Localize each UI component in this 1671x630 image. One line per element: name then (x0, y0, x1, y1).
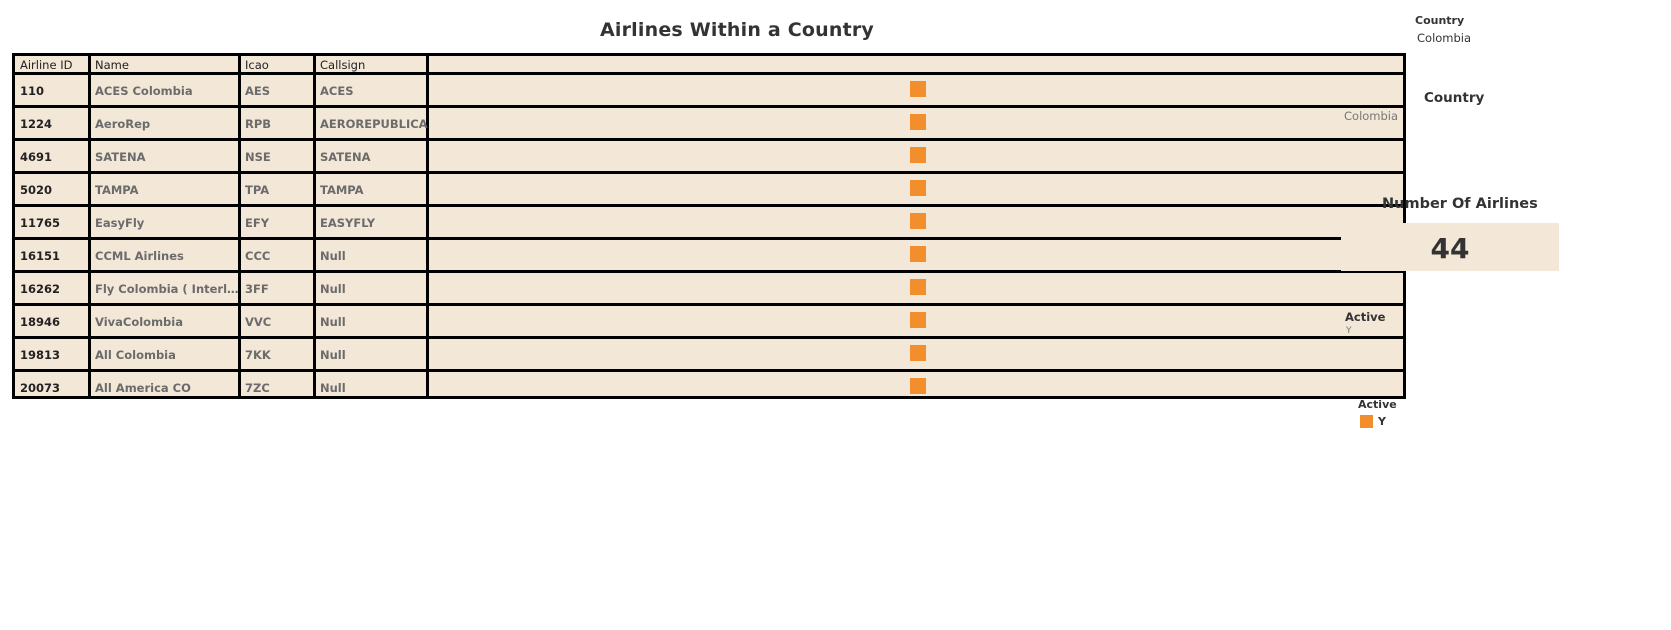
cell-icao: 7KK (245, 348, 271, 362)
active-filter-title: Active (1345, 310, 1386, 324)
column-divider (238, 56, 241, 396)
cell-name: CCML Airlines (95, 249, 184, 263)
country-selector-value[interactable]: Colombia (1344, 109, 1399, 123)
cell-airline-id: 20073 (20, 381, 61, 395)
cell-icao: 7ZC (245, 381, 270, 395)
active-mark[interactable] (910, 279, 926, 295)
cell-icao: EFY (245, 216, 270, 230)
table-row[interactable]: 19813 All Colombia 7KK Null (15, 339, 1403, 372)
cell-name: SATENA (95, 150, 146, 164)
header-callsign[interactable]: Callsign (320, 58, 366, 72)
country-filter-value[interactable]: Colombia (1417, 31, 1472, 45)
cell-airline-id: 110 (20, 84, 45, 98)
cell-icao: TPA (245, 183, 270, 197)
active-mark[interactable] (910, 147, 926, 163)
kpi-card (1341, 223, 1559, 271)
table-row[interactable]: 16262 Fly Colombia ( Interliging .. 3FF Nul… (15, 273, 1403, 306)
active-mark[interactable] (910, 246, 926, 262)
cell-name: All America CO (95, 381, 191, 395)
cell-airline-id: 16151 (20, 249, 61, 263)
cell-callsign: EASYFLY (320, 216, 376, 230)
table-row[interactable]: 18946 VivaColombia VVC Null (15, 306, 1403, 339)
header-name[interactable]: Name (95, 58, 129, 72)
cell-icao: CCC (245, 249, 271, 263)
legend-item-y[interactable]: Y (1378, 415, 1386, 428)
cell-icao: RPB (245, 117, 272, 131)
kpi-label: Number Of Airlines (1382, 196, 1538, 212)
cell-name: VivaColombia (95, 315, 183, 329)
column-divider (88, 56, 91, 396)
cell-icao: AES (245, 84, 271, 98)
header-airline-id[interactable]: Airline ID (20, 58, 73, 72)
header-icao[interactable]: Icao (245, 58, 269, 72)
cell-airline-id: 19813 (20, 348, 61, 362)
cell-name: EasyFly (95, 216, 145, 230)
cell-callsign: ACES (320, 84, 354, 98)
table-header: Airline ID Name Icao Callsign (15, 56, 1403, 75)
active-mark[interactable] (910, 81, 926, 97)
cell-callsign: SATENA (320, 150, 371, 164)
legend-title: Active (1358, 398, 1397, 411)
cell-callsign: Null (320, 282, 346, 296)
cell-callsign: Null (320, 348, 346, 362)
cell-name: Fly Colombia ( Interliging .. (95, 282, 241, 296)
table-row[interactable]: 110 ACES Colombia AES ACES (15, 75, 1403, 108)
country-filter-title: Country (1415, 14, 1465, 27)
active-mark[interactable] (910, 312, 926, 328)
cell-airline-id: 4691 (20, 150, 53, 164)
active-filter-value[interactable]: Y (1346, 326, 1352, 335)
country-selector-title: Country (1424, 90, 1485, 106)
cell-airline-id: 11765 (20, 216, 61, 230)
cell-name: All Colombia (95, 348, 176, 362)
cell-icao: 3FF (245, 282, 269, 296)
active-mark[interactable] (910, 114, 926, 130)
cell-callsign: AEROREPUBLICA (320, 117, 428, 131)
cell-airline-id: 16262 (20, 282, 61, 296)
cell-name: TAMPA (95, 183, 139, 197)
cell-name: AeroRep (95, 117, 151, 131)
cell-icao: NSE (245, 150, 271, 164)
legend-swatch-y (1360, 415, 1373, 428)
table-row[interactable]: 16151 CCML Airlines CCC Null (15, 240, 1403, 273)
table-row[interactable]: 1224 AeroRep RPB AEROREPUBLICA (15, 108, 1403, 141)
cell-airline-id: 18946 (20, 315, 61, 329)
active-mark[interactable] (910, 345, 926, 361)
cell-callsign: TAMPA (320, 183, 364, 197)
table-row[interactable]: 20073 All America CO 7ZC Null (15, 372, 1403, 402)
cell-callsign: Null (320, 381, 346, 395)
column-divider (426, 56, 429, 396)
cell-airline-id: 5020 (20, 183, 53, 197)
cell-callsign: Null (320, 315, 346, 329)
active-mark[interactable] (910, 213, 926, 229)
cell-icao: VVC (245, 315, 272, 329)
page-title: Airlines Within a Country (600, 19, 875, 41)
table-row[interactable]: 5020 TAMPA TPA TAMPA (15, 174, 1403, 207)
cell-name: ACES Colombia (95, 84, 193, 98)
active-mark[interactable] (910, 180, 926, 196)
column-divider (313, 56, 316, 396)
cell-airline-id: 1224 (20, 117, 53, 131)
airlines-table: Airline ID Name Icao Callsign 110 ACES Co… (12, 53, 1406, 399)
active-mark[interactable] (910, 378, 926, 394)
kpi-value: 44 (1430, 232, 1470, 265)
table-row[interactable]: 4691 SATENA NSE SATENA (15, 141, 1403, 174)
cell-callsign: Null (320, 249, 346, 263)
table-row[interactable]: 11765 EasyFly EFY EASYFLY (15, 207, 1403, 240)
